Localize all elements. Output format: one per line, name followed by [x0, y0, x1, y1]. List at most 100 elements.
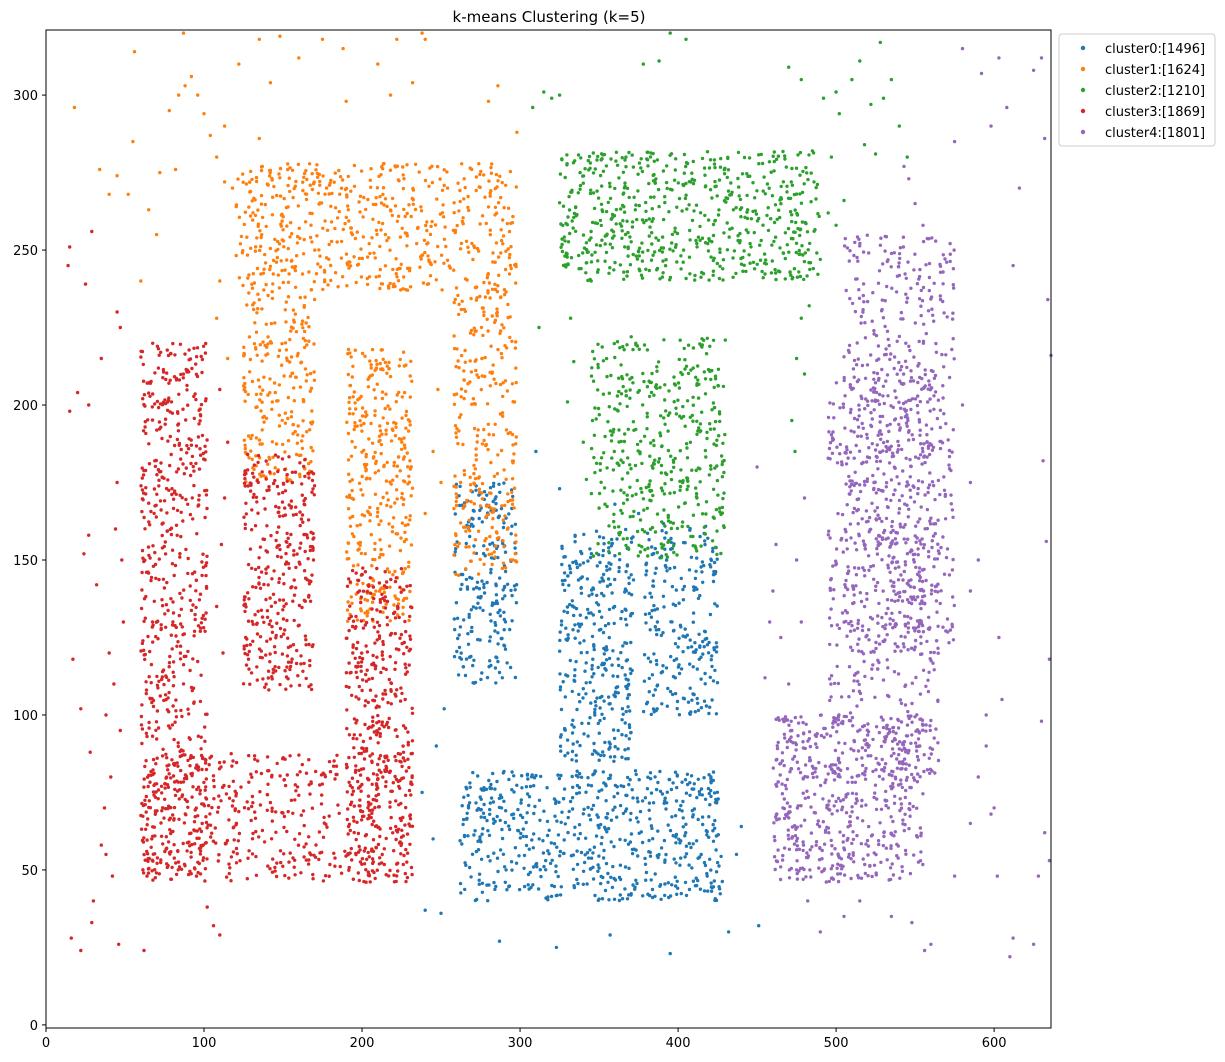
data-point — [278, 194, 283, 198]
data-point — [594, 704, 598, 708]
data-point — [289, 499, 294, 503]
data-point — [288, 337, 292, 342]
data-point — [482, 427, 486, 432]
data-point — [581, 869, 586, 873]
data-point — [366, 385, 371, 389]
data-point — [355, 524, 359, 528]
data-point — [600, 712, 604, 716]
data-point — [456, 441, 460, 446]
data-point — [615, 537, 619, 541]
data-point — [514, 366, 518, 370]
data-point — [336, 285, 340, 289]
data-point — [701, 822, 705, 827]
data-point — [478, 504, 483, 508]
data-point — [674, 588, 678, 592]
data-point — [626, 757, 630, 761]
data-point — [600, 238, 604, 242]
data-point — [712, 646, 716, 650]
data-point — [170, 487, 174, 491]
data-point — [346, 431, 351, 436]
data-point — [287, 455, 291, 459]
data-point — [408, 419, 412, 423]
data-point — [816, 272, 820, 276]
data-point — [192, 701, 196, 705]
data-point — [706, 786, 711, 791]
data-point — [379, 519, 383, 523]
data-point — [698, 792, 702, 797]
data-point — [608, 242, 612, 246]
data-point — [598, 218, 603, 223]
data-point — [368, 359, 372, 363]
data-point — [617, 428, 621, 432]
data-point — [640, 490, 644, 494]
data-point — [711, 338, 716, 342]
data-point — [682, 501, 687, 506]
data-point — [807, 304, 811, 308]
data-point — [628, 263, 633, 267]
data-point — [298, 295, 302, 300]
data-point — [512, 790, 516, 794]
data-point — [253, 249, 258, 253]
data-point — [265, 639, 269, 643]
data-point — [653, 688, 657, 692]
data-point — [482, 280, 486, 285]
data-point — [584, 616, 588, 620]
data-point — [539, 874, 543, 879]
data-point — [591, 554, 596, 558]
data-point — [150, 869, 154, 873]
data-point — [605, 830, 609, 834]
data-point — [588, 848, 592, 852]
data-point — [393, 434, 398, 438]
data-point — [574, 214, 578, 218]
data-point — [165, 783, 170, 787]
data-point — [601, 153, 605, 157]
data-point — [443, 225, 447, 229]
data-point — [346, 174, 350, 179]
data-point — [142, 653, 146, 657]
data-point — [488, 639, 492, 643]
data-point — [176, 764, 180, 768]
data-point — [613, 878, 618, 882]
data-point — [277, 543, 281, 547]
data-point — [612, 214, 617, 218]
data-point — [608, 196, 613, 201]
data-point — [197, 422, 201, 426]
data-point — [278, 34, 282, 38]
data-point — [554, 893, 558, 898]
data-point — [565, 738, 570, 742]
data-point — [301, 326, 305, 330]
data-point — [508, 430, 512, 435]
data-point — [390, 427, 394, 431]
data-point — [565, 163, 569, 167]
data-point — [648, 489, 652, 493]
data-point — [242, 351, 246, 356]
data-point — [488, 542, 492, 546]
data-point — [595, 189, 599, 193]
data-point — [404, 596, 409, 600]
data-point — [374, 694, 378, 698]
data-point — [238, 242, 243, 246]
data-point — [359, 423, 363, 427]
data-point — [357, 256, 362, 261]
data-point — [400, 416, 404, 420]
data-point — [200, 370, 204, 375]
data-point — [481, 608, 485, 613]
data-point — [517, 887, 522, 892]
data-point — [477, 587, 482, 591]
data-point — [593, 700, 598, 704]
data-point — [605, 812, 610, 816]
data-point — [616, 747, 620, 751]
data-point — [700, 270, 704, 275]
data-point — [204, 584, 209, 589]
data-point — [358, 419, 362, 423]
data-point — [703, 797, 708, 801]
data-point — [144, 570, 149, 574]
data-point — [567, 809, 571, 814]
data-point — [472, 551, 476, 555]
data-point — [405, 288, 410, 292]
data-point — [589, 701, 593, 705]
data-point — [272, 184, 276, 189]
data-point — [466, 632, 470, 636]
data-point — [388, 585, 392, 589]
data-point — [681, 825, 685, 829]
